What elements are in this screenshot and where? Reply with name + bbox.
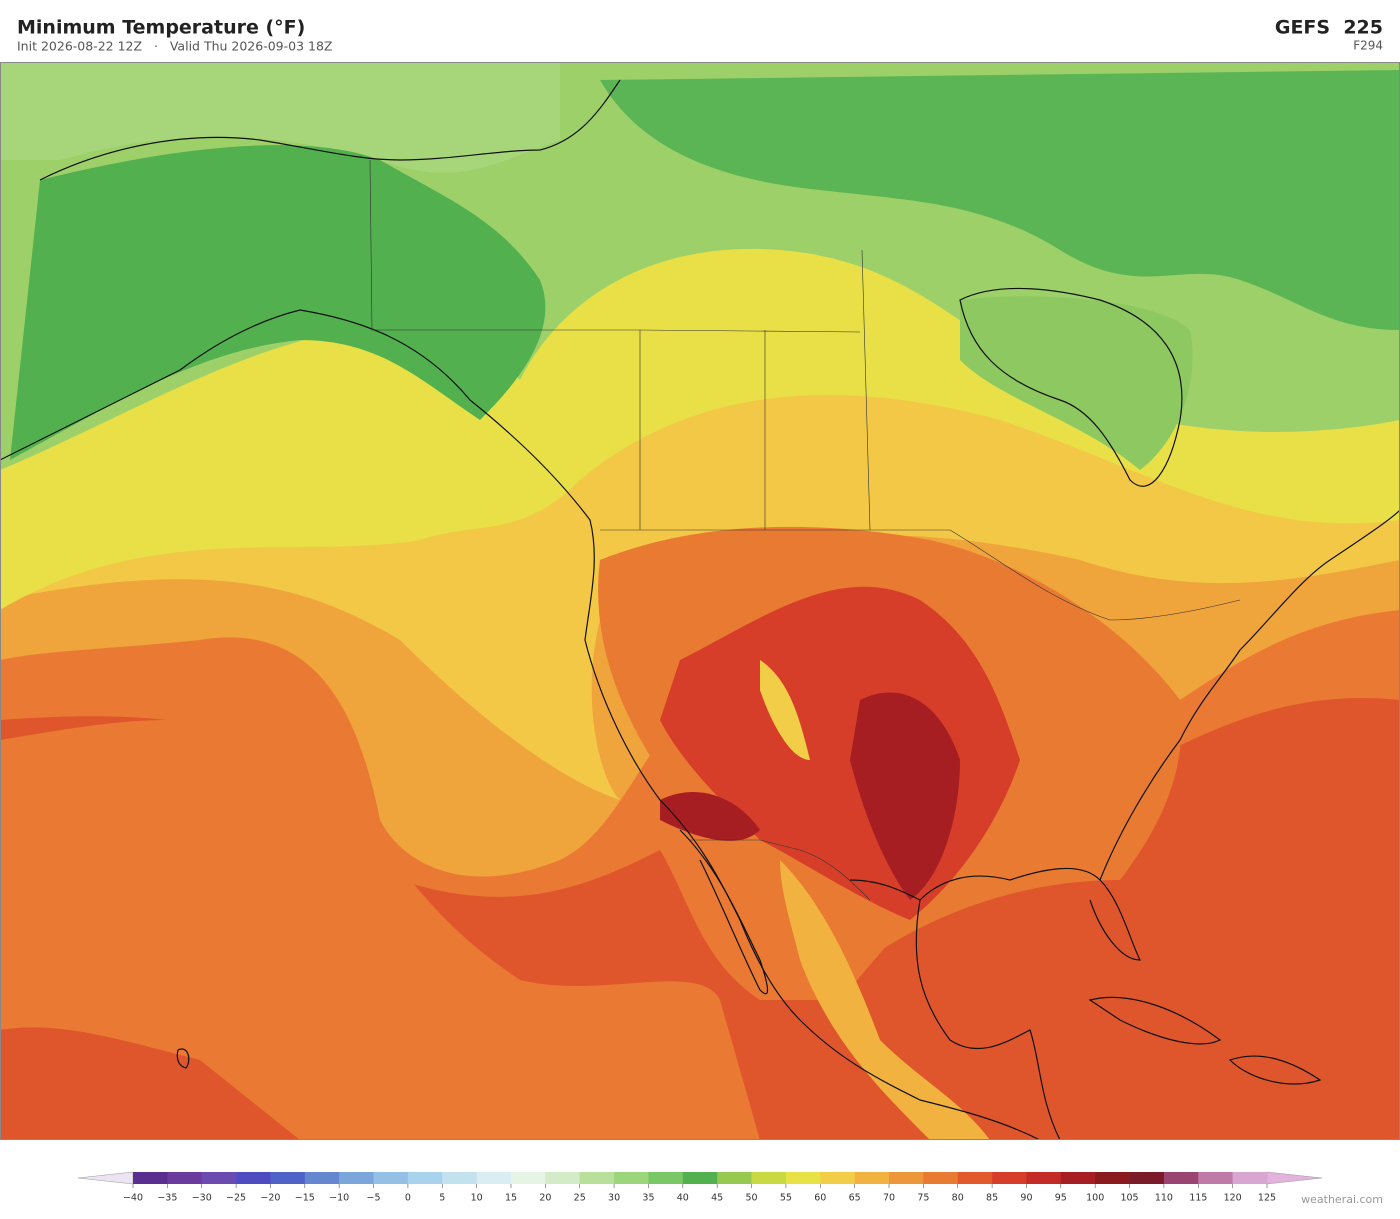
- colorbar-extension-low: [77, 1171, 134, 1185]
- colorbar-segment: [442, 1172, 477, 1184]
- colorbar-tick-label: −10: [329, 1193, 349, 1204]
- forecast-hour: F294: [1353, 39, 1383, 53]
- colorbar-segment: [373, 1172, 409, 1184]
- colorbar-segment: [579, 1172, 615, 1184]
- colorbar-tick-label: 110: [1155, 1193, 1173, 1204]
- colorbar-segment: [682, 1172, 718, 1184]
- colorbar-segment: [717, 1172, 752, 1184]
- temp-zone: [10, 145, 546, 460]
- colorbar-segment: [407, 1172, 443, 1184]
- colorbar-tick-label: −20: [260, 1193, 280, 1204]
- colorbar-segment: [992, 1172, 1027, 1184]
- model-label: GEFS 225: [1275, 17, 1383, 39]
- colorbar-segment: [133, 1172, 168, 1184]
- colorbar-segment: [785, 1172, 821, 1184]
- colorbar-segment: [511, 1172, 546, 1184]
- title: Minimum Temperature (°F): [17, 17, 305, 39]
- colorbar-segment: [304, 1172, 340, 1184]
- colorbar-segment: [1026, 1172, 1062, 1184]
- colorbar-segment: [1129, 1172, 1165, 1184]
- colorbar-tick-label: 65: [849, 1193, 861, 1204]
- colorbar-tick-label: −5: [367, 1193, 381, 1204]
- colorbar-extension-high: [1266, 1171, 1323, 1185]
- colorbar-segment: [476, 1172, 512, 1184]
- colorbar-tick-label: 5: [439, 1193, 445, 1204]
- colorbar-tick-label: 70: [883, 1193, 895, 1204]
- colorbar-segment: [1232, 1172, 1268, 1184]
- colorbar-segment: [201, 1172, 237, 1184]
- colorbar-segment: [1095, 1172, 1130, 1184]
- colorbar-tick-label: −35: [157, 1193, 177, 1204]
- colorbar-tick-label: 30: [608, 1193, 620, 1204]
- colorbar-tick-label: −30: [192, 1193, 212, 1204]
- colorbar-segment: [854, 1172, 890, 1184]
- colorbar-tick-label: 95: [1055, 1193, 1067, 1204]
- temp-zone: [600, 70, 1400, 330]
- colorbar-tick-label: 55: [780, 1193, 792, 1204]
- colorbar-tick-label: 105: [1120, 1193, 1138, 1204]
- colorbar-segment: [923, 1172, 959, 1184]
- colorbar-tick-label: 120: [1224, 1193, 1242, 1204]
- colorbar-tick-label: 25: [574, 1193, 586, 1204]
- colorbar-tick-label: 115: [1189, 1193, 1207, 1204]
- colorbar-segment: [1198, 1172, 1233, 1184]
- colorbar-tick-label: 125: [1258, 1193, 1276, 1204]
- colorbar-segment: [957, 1172, 993, 1184]
- colorbar-tick-label: 50: [745, 1193, 757, 1204]
- colorbar-tick-label: 20: [539, 1193, 551, 1204]
- colorbar-segment: [236, 1172, 271, 1184]
- colorbar-tick-label: 40: [677, 1193, 689, 1204]
- map: [0, 62, 1400, 1140]
- colorbar-segment: [167, 1172, 203, 1184]
- colorbar: −40 −35 −30 −25 −20 −15 −10 −5 0 5 10 15 20 25 30 35 40 4…: [77, 1171, 1323, 1204]
- temp-zone: [760, 660, 810, 760]
- colorbar-segment: [545, 1172, 581, 1184]
- temp-zone: [0, 62, 560, 173]
- colorbar-tick-label: 60: [814, 1193, 826, 1204]
- colorbar-tick-label: −40: [123, 1193, 143, 1204]
- colorbar-tick-label: 80: [952, 1193, 964, 1204]
- temp-zone: [960, 296, 1193, 470]
- coastlines: [0, 79, 1400, 1140]
- colorbar-segment: [1060, 1172, 1096, 1184]
- colorbar-segment: [648, 1172, 684, 1184]
- watermark: weatherai.com: [1301, 1193, 1383, 1206]
- colorbar-segment: [889, 1172, 924, 1184]
- colorbar-tick-label: 35: [642, 1193, 654, 1204]
- colorbar-tick-label: 0: [405, 1193, 411, 1204]
- borders: [369, 159, 1241, 901]
- colorbar-segment: [1163, 1172, 1199, 1184]
- colorbar-tick-label: 75: [917, 1193, 929, 1204]
- temp-zone: [850, 692, 960, 900]
- temp-zone: [780, 860, 990, 1140]
- colorbar-tick-label: 90: [1020, 1193, 1032, 1204]
- colorbar-tick-label: 100: [1086, 1193, 1104, 1204]
- colorbar-tick-label: 85: [986, 1193, 998, 1204]
- colorbar-segment: [270, 1172, 306, 1184]
- colorbar-segment: [614, 1172, 649, 1184]
- colorbar-tick-label: 45: [711, 1193, 723, 1204]
- colorbar-tick-label: −25: [226, 1193, 246, 1204]
- colorbar-tick-label: 15: [505, 1193, 517, 1204]
- colorbar-segment: [820, 1172, 855, 1184]
- subtitle: Init 2026-08-22 12Z · Valid Thu 2026-09-…: [17, 39, 333, 54]
- colorbar-segment: [751, 1172, 787, 1184]
- colorbar-tick-label: 10: [471, 1193, 483, 1204]
- colorbar-tick-label: −15: [295, 1193, 315, 1204]
- colorbar-segment: [339, 1172, 374, 1184]
- temp-zone: [0, 1027, 300, 1140]
- temp-zone: [0, 720, 760, 1140]
